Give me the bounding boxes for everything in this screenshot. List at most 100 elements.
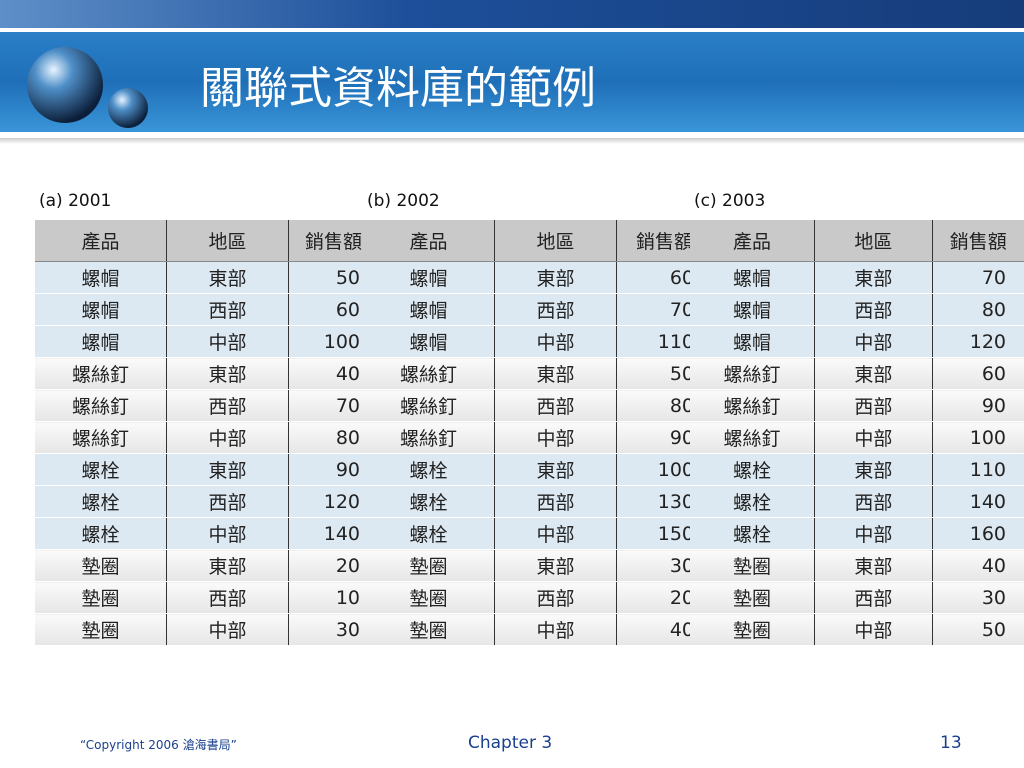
cell: 東部 — [166, 549, 289, 582]
cell: 100 — [931, 421, 1024, 454]
cell: 140 — [931, 485, 1024, 518]
cell: 東部 — [814, 357, 933, 390]
cell: 螺絲釘 — [363, 421, 495, 454]
cell: 螺帽 — [363, 293, 495, 326]
cell: 螺栓 — [35, 485, 167, 518]
cell: 螺絲釘 — [690, 357, 815, 390]
cell: 西部 — [166, 389, 289, 422]
cell: 螺栓 — [363, 453, 495, 486]
header-row: 產品 地區 銷售額 — [35, 220, 378, 262]
cell: 螺栓 — [690, 517, 815, 550]
data-row: 螺絲釘 東部 50 — [363, 357, 712, 390]
data-row: 螺帽 東部 50 — [35, 261, 378, 294]
cell: 東部 — [814, 549, 933, 582]
cell: 螺栓 — [35, 453, 167, 486]
cell: 中部 — [166, 325, 289, 358]
header-cell: 地區 — [814, 220, 933, 262]
cell: 東部 — [814, 453, 933, 486]
cell: 螺絲釘 — [35, 389, 167, 422]
data-row: 螺帽 中部 100 — [35, 325, 378, 358]
cell: 中部 — [494, 421, 617, 454]
cell: 螺絲釘 — [35, 357, 167, 390]
title: 關聯式資料庫的範例 — [200, 63, 596, 114]
cell: 80 — [616, 389, 712, 422]
cell: 西部 — [814, 485, 933, 518]
cell: 螺帽 — [363, 261, 495, 294]
cell: 螺絲釘 — [690, 421, 815, 454]
cell: 東部 — [814, 261, 933, 294]
header-row: 產品 地區 銷售額 — [690, 220, 1024, 262]
cell: 螺絲釘 — [35, 421, 167, 454]
cell: 東部 — [494, 261, 617, 294]
header-cell: 產品 — [690, 220, 815, 262]
data-row: 墊圈 東部 30 — [363, 549, 712, 582]
cell: 中部 — [814, 517, 933, 550]
data-row: 螺栓 東部 100 — [363, 453, 712, 486]
data-row: 螺栓 西部 130 — [363, 485, 712, 518]
cell: 墊圈 — [363, 613, 495, 646]
cell: 墊圈 — [363, 549, 495, 582]
cell: 160 — [931, 517, 1024, 550]
data-row: 螺栓 中部 160 — [690, 517, 1024, 550]
cell: 西部 — [814, 389, 933, 422]
cell: 東部 — [494, 453, 617, 486]
copyright: “Copyright 2006 滄海書局” — [80, 738, 237, 752]
data-row: 螺栓 西部 140 — [690, 485, 1024, 518]
cell: 西部 — [814, 581, 933, 614]
cell: 東部 — [166, 261, 289, 294]
data-row: 螺絲釘 東部 40 — [35, 357, 378, 390]
table-caption: (a) 2001 — [39, 191, 112, 211]
cell: 50 — [931, 613, 1024, 646]
data-row: 螺絲釘 西部 90 — [690, 389, 1024, 422]
cell: 螺帽 — [35, 261, 167, 294]
cell: 西部 — [494, 581, 617, 614]
cell: 70 — [931, 261, 1024, 294]
cell: 60 — [931, 357, 1024, 390]
page-number: 13 — [940, 733, 962, 753]
cell: 東部 — [166, 453, 289, 486]
cell: 東部 — [166, 357, 289, 390]
data-table: 產品 地區 銷售額 螺帽 東部 60 螺帽 西部 70 螺帽 中部 110 螺絲釘 東部 50 螺絲釘 西部 80… — [363, 220, 712, 646]
spheres — [27, 47, 148, 128]
data-row: 墊圈 西部 20 — [363, 581, 712, 614]
data-row: 螺帽 中部 110 — [363, 325, 712, 358]
cell: 中部 — [166, 421, 289, 454]
cell: 120 — [931, 325, 1024, 358]
cell: 西部 — [814, 293, 933, 326]
shadow — [0, 138, 1024, 144]
table-caption: (b) 2002 — [367, 191, 440, 211]
cell: 墊圈 — [35, 581, 167, 614]
cell: 螺栓 — [690, 485, 815, 518]
cell: 中部 — [814, 325, 933, 358]
cell: 中部 — [814, 613, 933, 646]
cell: 西部 — [494, 389, 617, 422]
data-row: 螺栓 東部 110 — [690, 453, 1024, 486]
cell: 螺帽 — [35, 293, 167, 326]
cell: 墊圈 — [690, 549, 815, 582]
cell: 螺絲釘 — [363, 389, 495, 422]
cell: 中部 — [494, 517, 617, 550]
cell: 東部 — [494, 357, 617, 390]
header-row: 產品 地區 銷售額 — [363, 220, 712, 262]
data-row: 螺栓 西部 120 — [35, 485, 378, 518]
cell: 40 — [931, 549, 1024, 582]
cell: 110 — [931, 453, 1024, 486]
data-row: 螺帽 西部 60 — [35, 293, 378, 326]
title-band — [0, 32, 1024, 132]
header-cell: 產品 — [363, 220, 495, 262]
cell: 30 — [931, 581, 1024, 614]
cell: 墊圈 — [690, 581, 815, 614]
data-row: 螺絲釘 中部 80 — [35, 421, 378, 454]
cell: 西部 — [166, 581, 289, 614]
cell: 螺帽 — [690, 325, 815, 358]
cell: 西部 — [494, 293, 617, 326]
cell: 西部 — [166, 293, 289, 326]
chapter: Chapter 3 — [468, 733, 553, 753]
data-row: 螺栓 中部 140 — [35, 517, 378, 550]
data-row: 螺帽 西部 80 — [690, 293, 1024, 326]
cell: 西部 — [166, 485, 289, 518]
cell: 螺栓 — [35, 517, 167, 550]
cell: 西部 — [494, 485, 617, 518]
header-cell: 產品 — [35, 220, 167, 262]
